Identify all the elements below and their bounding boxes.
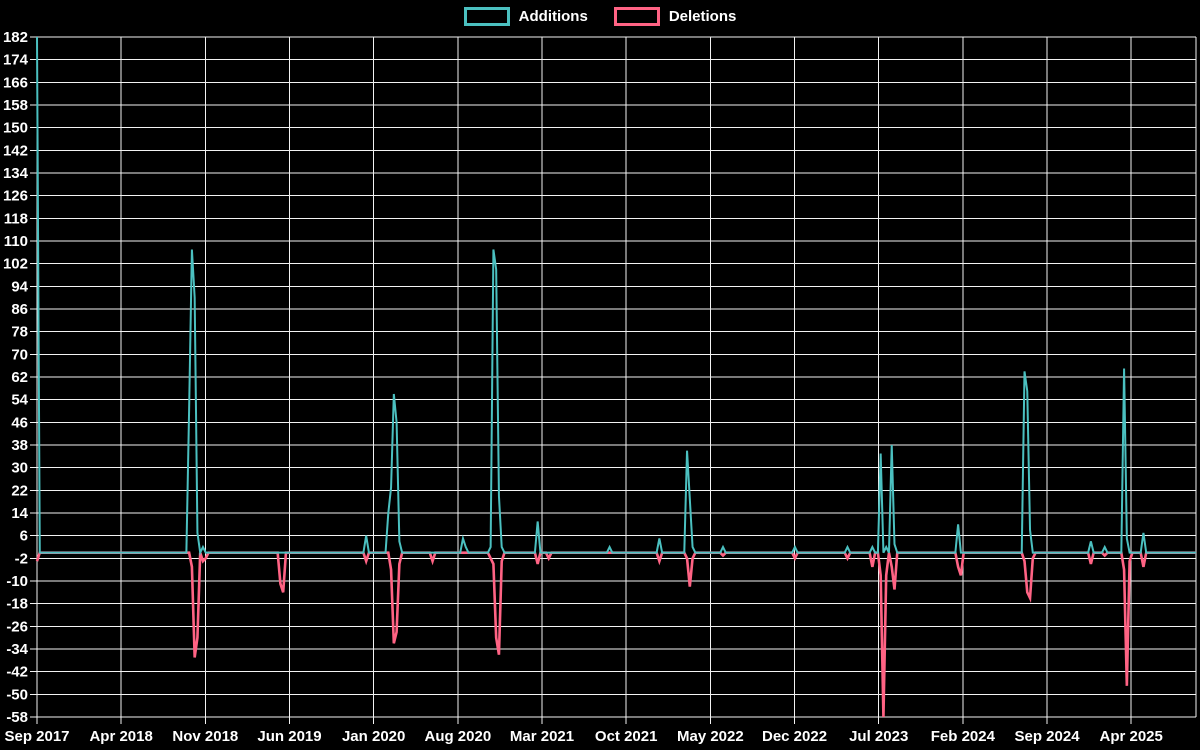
y-tick-label: 94 [11, 278, 28, 295]
y-tick-label: 54 [11, 392, 28, 409]
y-tick-label: 86 [11, 301, 28, 318]
x-tick-label: Jul 2023 [849, 728, 908, 745]
y-tick-label: -58 [6, 709, 28, 726]
x-tick-label: Apr 2025 [1100, 728, 1163, 745]
y-tick-label: 158 [3, 97, 28, 114]
y-tick-label: 22 [11, 482, 28, 499]
y-tick-label: 110 [4, 233, 28, 250]
y-tick-label: 182 [3, 29, 28, 46]
y-tick-label: 14 [11, 505, 28, 522]
y-tick-label: -26 [6, 618, 28, 635]
chart-legend: Additions Deletions [0, 7, 1200, 26]
y-tick-label: -2 [15, 550, 28, 567]
additions-swatch [463, 7, 510, 26]
y-tick-label: -10 [6, 573, 28, 590]
legend-label-additions: Additions [518, 8, 588, 25]
x-tick-label: Sep 2017 [4, 728, 69, 745]
x-tick-label: Aug 2020 [424, 728, 491, 745]
y-tick-label: 134 [3, 165, 29, 182]
x-tick-label: Jan 2020 [342, 728, 405, 745]
x-tick-label: Apr 2018 [89, 728, 152, 745]
y-tick-label: 174 [3, 52, 29, 69]
x-tick-label: Sep 2024 [1015, 728, 1081, 745]
x-tick-label: Dec 2022 [762, 728, 827, 745]
legend-item-deletions[interactable]: Deletions [613, 7, 737, 26]
y-tick-label: -34 [6, 641, 28, 658]
x-tick-label: Jun 2019 [257, 728, 321, 745]
x-tick-label: Mar 2021 [510, 728, 574, 745]
x-tick-label: Feb 2024 [931, 728, 996, 745]
legend-item-additions[interactable]: Additions [463, 7, 588, 26]
x-tick-label: Nov 2018 [172, 728, 238, 745]
y-tick-label: 70 [11, 346, 28, 363]
y-tick-label: 126 [3, 188, 28, 205]
y-tick-label: -42 [6, 664, 28, 681]
legend-label-deletions: Deletions [668, 8, 737, 25]
y-tick-label: 166 [3, 74, 28, 91]
y-tick-label: 6 [20, 528, 28, 545]
y-tick-label: -18 [6, 596, 28, 613]
y-tick-label: 46 [11, 414, 28, 431]
additions-line [36, 36, 1196, 557]
y-tick-label: 38 [11, 437, 28, 454]
y-tick-label: 62 [11, 369, 28, 386]
y-tick-label: 78 [11, 324, 28, 341]
x-tick-label: May 2022 [677, 728, 744, 745]
deletions-line [35, 551, 1196, 718]
y-tick-label: 118 [4, 210, 28, 227]
y-tick-label: 150 [3, 120, 28, 137]
x-tick-label: Oct 2021 [595, 728, 658, 745]
y-tick-label: 102 [3, 256, 28, 273]
y-tick-label: -50 [6, 686, 28, 703]
deletions-swatch [613, 7, 660, 26]
y-tick-label: 30 [11, 460, 28, 477]
y-tick-label: 142 [3, 142, 28, 159]
